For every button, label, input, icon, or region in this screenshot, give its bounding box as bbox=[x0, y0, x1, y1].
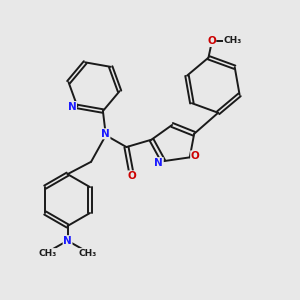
Text: O: O bbox=[128, 171, 137, 181]
Text: O: O bbox=[207, 37, 216, 46]
Text: N: N bbox=[101, 129, 110, 139]
Text: O: O bbox=[191, 151, 200, 161]
Text: CH₃: CH₃ bbox=[38, 249, 57, 258]
Text: CH₃: CH₃ bbox=[224, 36, 242, 45]
Text: N: N bbox=[63, 236, 72, 246]
Text: N: N bbox=[154, 158, 163, 168]
Text: N: N bbox=[68, 101, 76, 112]
Text: CH₃: CH₃ bbox=[79, 249, 97, 258]
